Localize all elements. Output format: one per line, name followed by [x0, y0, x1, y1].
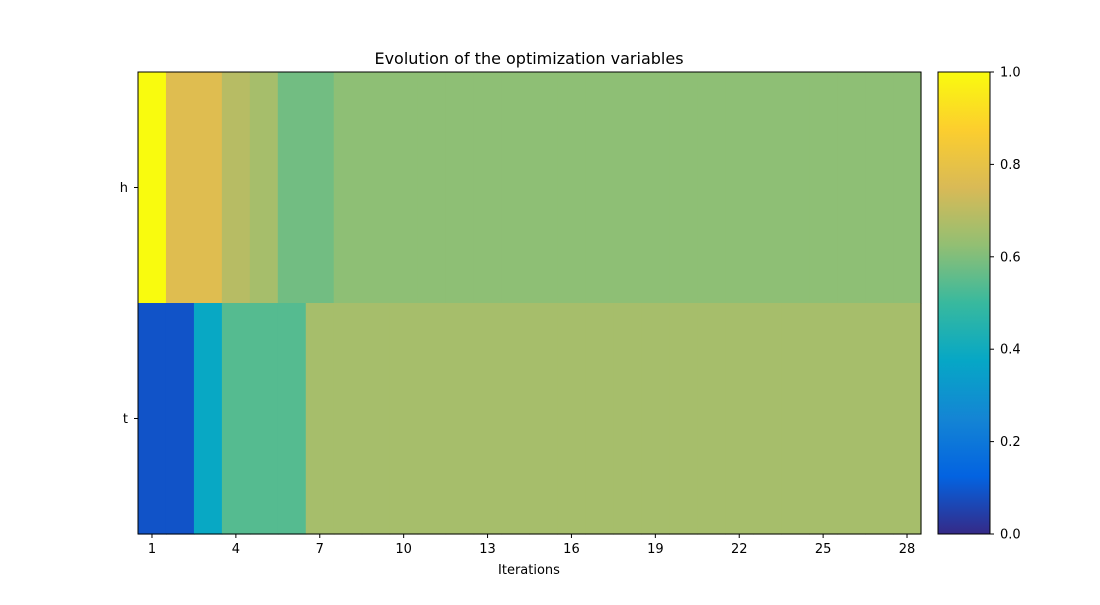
x-axis-ticks: 1 4 7 10 13 16 19 22 25 28: [148, 534, 915, 557]
colorbar-tick-label: 0.0: [1000, 528, 1021, 543]
heatmap-cell: [305, 72, 335, 304]
colorbar-tick-label: 0.2: [1000, 435, 1021, 450]
x-tick-label: 19: [647, 542, 664, 557]
heatmap-cell: [585, 303, 614, 535]
x-tick-label: 10: [395, 542, 412, 557]
heatmap-cell: [893, 303, 922, 535]
heatmap-cell: [389, 72, 419, 304]
colorbar-tick-label: 0.8: [1000, 158, 1021, 173]
heatmap-cell: [753, 72, 782, 304]
colorbar-ticks: 0.0 0.2 0.4 0.6 0.8 1.0: [990, 66, 1021, 543]
heatmap-cell: [221, 72, 251, 304]
x-tick-label: 25: [815, 542, 832, 557]
heatmap-cell: [333, 72, 363, 304]
heatmap-cell: [781, 303, 810, 535]
heatmap-cell: [221, 303, 251, 535]
heatmap-cell: [865, 72, 894, 304]
heatmap-cell: [305, 303, 335, 535]
heatmap-cell: [781, 72, 810, 304]
heatmap-cell: [529, 303, 559, 535]
heatmap-cell: [865, 303, 894, 535]
heatmap-cell: [193, 72, 223, 304]
heatmap-cell: [445, 303, 475, 535]
heatmap-cell: [417, 72, 447, 304]
heatmap-cell: [138, 72, 167, 304]
x-tick-label: 7: [316, 542, 324, 557]
heatmap-cell: [165, 303, 195, 535]
colorbar: [937, 71, 991, 535]
heatmap-cell: [249, 72, 279, 304]
heatmap-cell: [473, 72, 503, 304]
heatmap-cell: [557, 303, 587, 535]
heatmap-cell: [809, 72, 838, 304]
heatmap-cell: [641, 303, 670, 535]
heatmap-cell: [473, 303, 503, 535]
heatmap-cell: [837, 303, 866, 535]
heatmap-cell: [361, 303, 391, 535]
heatmap-cell: [445, 72, 475, 304]
heatmap-cell: [277, 72, 307, 304]
x-tick-label: 28: [899, 542, 916, 557]
heatmap-cell: [529, 72, 559, 304]
colorbar-tick-label: 0.6: [1000, 250, 1021, 265]
heatmap-cell: [669, 72, 698, 304]
heatmap-cell: [501, 72, 531, 304]
heatmap-cell: [389, 303, 419, 535]
x-tick-label: 4: [232, 542, 240, 557]
heatmap-cell: [669, 303, 698, 535]
heatmap-cell: [697, 72, 726, 304]
heatmap-cells: [138, 72, 922, 535]
heatmap-cell: [613, 303, 642, 535]
heatmap-cell: [165, 72, 195, 304]
chart-title: Evolution of the optimization variables: [374, 49, 683, 68]
plot-frame: [137, 71, 922, 535]
heatmap-cell: [361, 72, 391, 304]
heatmap-cell: [249, 303, 279, 535]
y-axis-ticks: ht: [120, 181, 138, 427]
heatmap-cell: [138, 303, 167, 535]
x-tick-label: 16: [563, 542, 580, 557]
heatmap-cell: [557, 72, 587, 304]
x-tick-label: 1: [148, 542, 156, 557]
colorbar-tick-label: 1.0: [1000, 66, 1021, 81]
heatmap-cell: [725, 72, 754, 304]
heatmap-cell: [893, 72, 922, 304]
heatmap-cell: [585, 72, 614, 304]
heatmap-cell: [641, 72, 670, 304]
heatmap-cell: [193, 303, 223, 535]
heatmap-cell: [697, 303, 726, 535]
colorbar-tick-label: 0.4: [1000, 343, 1021, 358]
heatmap-cell: [809, 303, 838, 535]
y-tick-label: h: [120, 181, 128, 196]
x-tick-label: 22: [731, 542, 748, 557]
heatmap-cell: [753, 303, 782, 535]
y-tick-label: t: [123, 412, 128, 427]
heatmap-cell: [277, 303, 307, 535]
x-axis-label: Iterations: [498, 563, 560, 578]
x-tick-label: 13: [479, 542, 496, 557]
heatmap-cell: [333, 303, 363, 535]
heatmap-cell: [725, 303, 754, 535]
heatmap-cell: [613, 72, 642, 304]
heatmap-cell: [501, 303, 531, 535]
heatmap-cell: [417, 303, 447, 535]
heatmap-cell: [837, 72, 866, 304]
